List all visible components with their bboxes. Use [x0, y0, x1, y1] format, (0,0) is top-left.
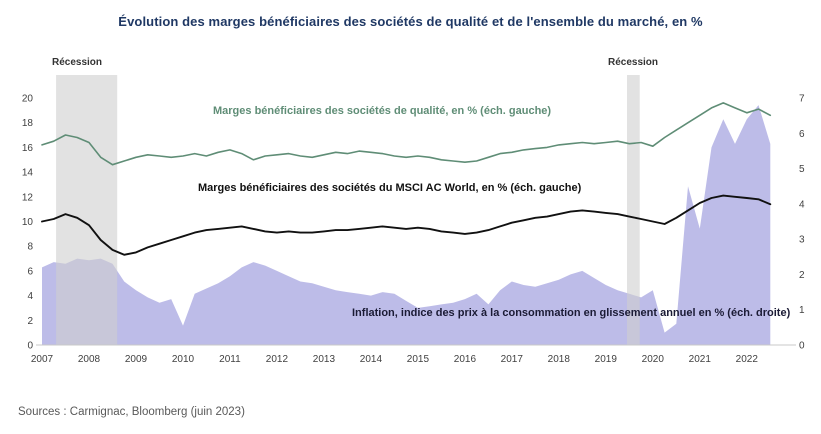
x-axis-tick: 2017: [501, 354, 524, 365]
series-line-marges-qualite: [41, 102, 772, 166]
x-axis-tick: 2022: [736, 354, 759, 365]
left-axis-tick: 12: [22, 192, 34, 203]
left-axis-tick: 16: [22, 143, 34, 154]
x-axis-tick: 2018: [548, 354, 571, 365]
recession-band-2: [627, 75, 640, 345]
chart-area: 0 2 4 6 8 10 12 14 16 18 20 0 1 2 3 4 5 6 7 2007 2008 2009 201…: [0, 55, 821, 395]
right-axis-tick: 0: [799, 341, 805, 352]
left-axis-tick: 2: [27, 316, 33, 327]
right-axis-tick: 4: [799, 199, 805, 210]
x-axis-tick: 2010: [172, 354, 195, 365]
recession-band-1: [56, 75, 118, 345]
x-axis-tick: 2008: [78, 354, 101, 365]
x-axis-tick: 2009: [125, 354, 148, 365]
right-axis-tick: 7: [799, 94, 805, 105]
x-axis-tick: 2007: [31, 354, 54, 365]
x-axis-tick: 2015: [407, 354, 430, 365]
left-axis-tick: 6: [27, 266, 33, 277]
left-axis-tick: 4: [27, 291, 33, 302]
x-axis-tick: 2012: [266, 354, 289, 365]
recession-label-1: Récession: [52, 57, 103, 68]
series-label-inflation: Inflation, indice des prix à la consomma…: [352, 307, 791, 319]
page-title: Évolution des marges bénéficiaires des s…: [118, 14, 703, 29]
x-axis-tick: 2013: [313, 354, 336, 365]
right-axis-tick: 6: [799, 129, 805, 140]
left-axis-tick: 14: [22, 168, 34, 179]
left-axis-tick: 0: [27, 341, 33, 352]
inflation-area: [42, 105, 771, 345]
right-axis-tick: 1: [799, 305, 805, 316]
left-axis-tick: 20: [22, 94, 34, 105]
left-axis-tick: 10: [22, 217, 34, 228]
series-line-marges-msci-ac-world: [41, 194, 772, 256]
right-axis-tick: 3: [799, 235, 805, 246]
x-axis-tick: 2016: [454, 354, 477, 365]
x-axis-tick: 2019: [595, 354, 618, 365]
series-label-quality-margins: Marges bénéficiaires des sociétés de qua…: [213, 105, 552, 117]
x-axis-tick: 2021: [689, 354, 712, 365]
recession-label-2: Récession: [607, 57, 659, 68]
series-label-msci-margins: Marges bénéficiaires des sociétés du MSC…: [198, 182, 582, 194]
source-note: Sources : Carmignac, Bloomberg (juin 202…: [18, 406, 245, 418]
x-axis-tick: 2014: [360, 354, 383, 365]
left-axis-tick: 8: [27, 242, 33, 253]
x-axis-tick: 2011: [219, 354, 241, 365]
right-axis-tick: 5: [799, 164, 805, 175]
left-axis-tick: 18: [22, 118, 34, 129]
right-axis-tick: 2: [799, 270, 805, 281]
x-axis-tick: 2020: [642, 354, 665, 365]
